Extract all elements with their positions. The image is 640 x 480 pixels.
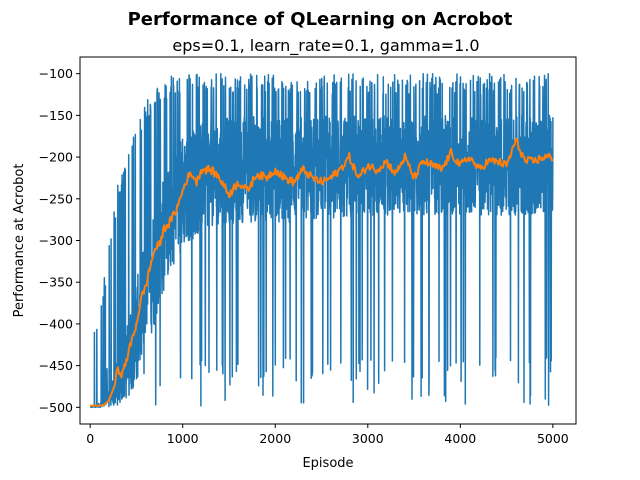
y-axis-label: Performance at Acrobot [12,164,27,318]
y-tick-label: −250 [39,191,73,206]
chart-title: Performance of QLearning on Acrobot [128,9,513,30]
x-tick-label: 0 [86,431,94,446]
y-tick-label: −450 [39,358,73,373]
raw-series-line [89,72,554,409]
smoothed-series-line [90,137,554,407]
x-tick-label: 2000 [259,431,291,446]
y-axis: −500 −450 −400 −350 −300 −250 −200 −150 −100 [39,66,80,415]
y-tick-label: −150 [39,108,73,123]
plot-series [89,72,554,409]
x-axis: 0 1000 2000 3000 4000 5000 [86,424,569,446]
x-tick-label: 5000 [537,431,569,446]
y-tick-label: −100 [39,66,73,81]
y-tick-label: −350 [39,275,73,290]
y-tick-label: −200 [39,150,73,165]
x-tick-label: 3000 [352,431,384,446]
y-tick-label: −300 [39,233,73,248]
chart-subtitle: eps=0.1, learn_rate=0.1, gamma=1.0 [172,36,479,56]
x-tick-label: 1000 [167,431,199,446]
y-tick-label: −500 [39,400,73,415]
y-tick-label: −400 [39,316,73,331]
x-axis-label: Episode [302,456,353,471]
x-tick-label: 4000 [444,431,476,446]
